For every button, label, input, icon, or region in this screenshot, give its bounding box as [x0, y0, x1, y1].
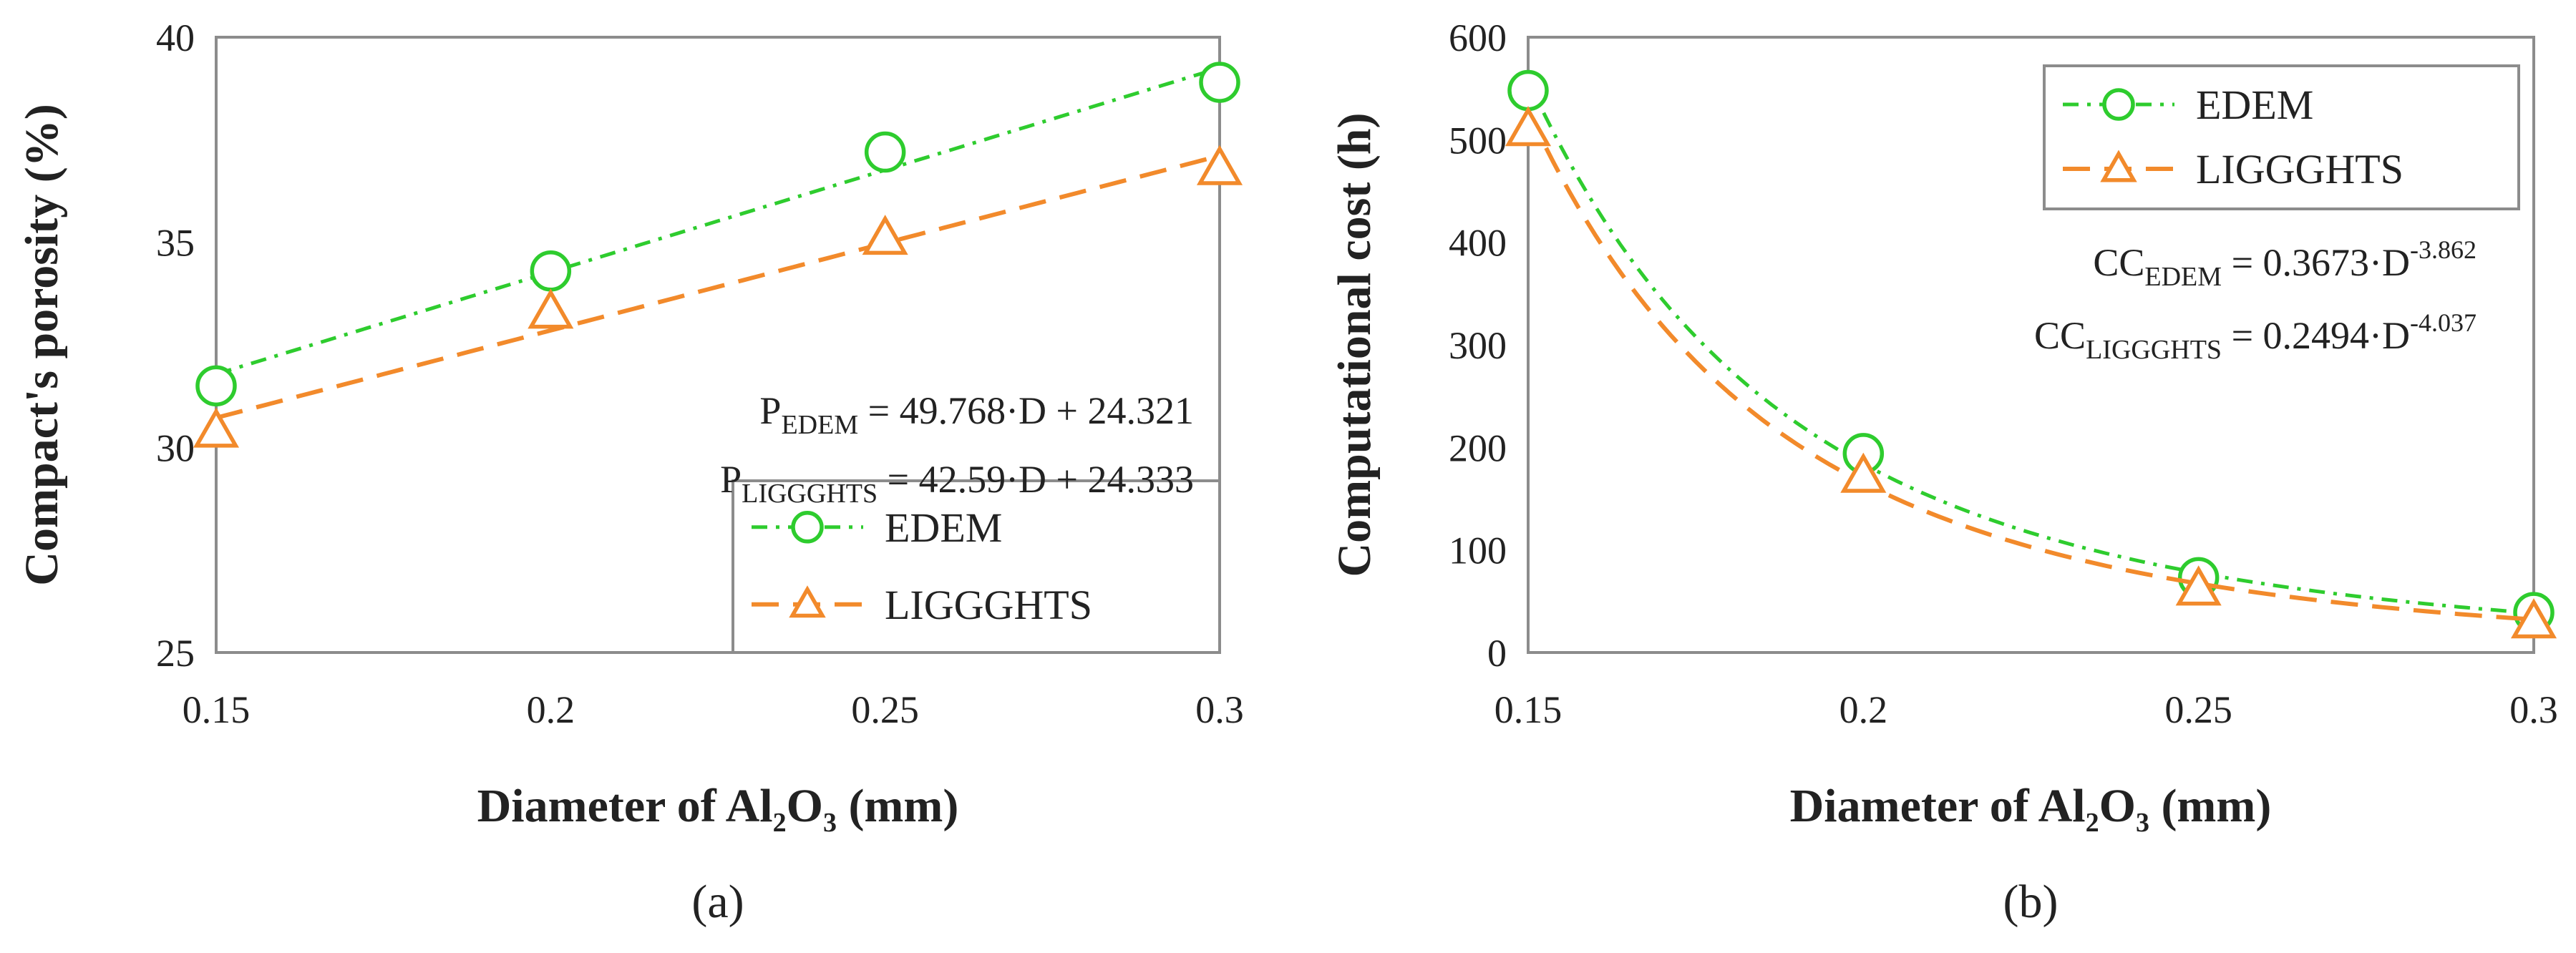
- equation-exponent: -4.037: [2410, 308, 2477, 337]
- legend: EDEM LIGGGHTS: [2043, 64, 2520, 210]
- liggghts-data-point: [2510, 598, 2557, 639]
- y-tick-label: 300: [1449, 324, 1507, 367]
- legend-edem-label: EDEM: [885, 504, 1002, 551]
- y-tick-label: 0: [1487, 632, 1507, 675]
- equation-symbol: P: [759, 389, 781, 432]
- equation-exponent: -3.862: [2410, 235, 2477, 264]
- x-axis-title-part: O: [2099, 780, 2136, 832]
- equation-body: = 42.59·D + 24.333: [878, 458, 1194, 501]
- chart-a: 25 30 35 40 0.15 0.2 0.25 0.3 Compact's porosity…: [16, 16, 1244, 928]
- legend-liggghts-label: LIGGGHTS: [885, 582, 1092, 628]
- x-axis-title: Diameter of Al2O3 (mm): [477, 780, 959, 838]
- equation-symbol: CC: [2093, 241, 2144, 284]
- chart-b: 0 100 200 300 400 500 600 0.15 0.2 0.25 0.3 Computa…: [1328, 16, 2558, 928]
- fit-equation: CCEDEM = 0.3673·D-3.862: [2093, 235, 2477, 292]
- legend-edem-marker: [2102, 88, 2135, 121]
- y-tick-label: 40: [156, 16, 195, 59]
- y-tick-label: 100: [1449, 529, 1507, 572]
- x-tick-label: 0.15: [183, 688, 251, 731]
- legend-edem-marker: [791, 511, 824, 544]
- y-tick-label: 200: [1449, 426, 1507, 469]
- equation-body: = 49.768·D + 24.321: [858, 389, 1194, 432]
- edem-data-point: [530, 250, 572, 292]
- equation-body: = 0.3673·D: [2222, 241, 2410, 284]
- equation-subscript: EDEM: [2144, 262, 2222, 292]
- y-tick-label: 600: [1449, 16, 1507, 59]
- liggghts-trend-line: [1526, 109, 2534, 622]
- x-axis-title-part: (mm): [837, 780, 958, 832]
- liggghts-data-point: [862, 215, 908, 255]
- plot-frame: [215, 36, 1221, 654]
- x-axis-title-part: Diameter of Al: [477, 780, 773, 832]
- fit-equation: PEDEM = 49.768·D + 24.321: [759, 389, 1194, 440]
- edem-trend-line: [215, 66, 1220, 376]
- liggghts-data-point: [193, 407, 240, 448]
- equation-subscript: EDEM: [781, 410, 858, 440]
- legend-liggghts-marker: [789, 585, 826, 618]
- edem-trend-line: [1526, 79, 2534, 615]
- y-axis-title: Computational cost (h): [1328, 112, 1381, 577]
- x-tick-label: 0.15: [1494, 688, 1562, 731]
- equation-symbol: P: [720, 458, 742, 501]
- fit-equation: CCLIGGGHTS = 0.2494·D-4.037: [2034, 308, 2477, 365]
- edem-data-point: [1199, 62, 1240, 103]
- x-axis-title-subscript: 2: [2086, 808, 2099, 838]
- legend-box: [732, 479, 1221, 654]
- x-tick-label: 0.25: [2164, 688, 2232, 731]
- edem-data-point: [195, 365, 237, 407]
- plot-frame: [1527, 36, 2535, 654]
- equation-subscript: LIGGGHTS: [742, 479, 878, 509]
- equation-symbol: CC: [2034, 314, 2086, 357]
- y-tick-label: 35: [156, 222, 195, 265]
- x-tick-label: 0.2: [527, 688, 575, 731]
- y-tick-label: 30: [156, 426, 195, 469]
- x-tick-label: 0.2: [1839, 688, 1888, 731]
- legend-liggghts-marker: [2100, 150, 2137, 182]
- y-tick-label: 500: [1449, 119, 1507, 162]
- equation-body: = 0.2494·D: [2222, 314, 2410, 357]
- y-tick-label: 25: [156, 632, 195, 675]
- x-tick-label: 0.3: [1195, 688, 1244, 731]
- edem-data-point: [864, 131, 906, 173]
- panel-label: (b): [2003, 876, 2059, 928]
- x-axis-title-part: (mm): [2149, 780, 2271, 832]
- x-axis-title-subscript: 2: [773, 808, 787, 838]
- x-axis-title: Diameter of Al2O3 (mm): [1790, 780, 2272, 838]
- x-tick-label: 0.3: [2509, 688, 2558, 731]
- panel-label: (a): [691, 876, 744, 928]
- y-axis-title: Compact's porosity (%): [16, 104, 68, 585]
- edem-data-point: [1507, 69, 1549, 112]
- x-axis-title-subscript: 3: [823, 808, 837, 838]
- liggghts-data-point: [1196, 145, 1243, 185]
- fit-equation: PLIGGGHTS = 42.59·D + 24.333: [720, 458, 1194, 509]
- liggghts-data-point: [1840, 452, 1887, 493]
- legend-edem-label: EDEM: [2196, 82, 2313, 128]
- legend-liggghts-label: LIGGGHTS: [2196, 146, 2404, 192]
- y-tick-label: 400: [1449, 222, 1507, 265]
- equation-subscript: LIGGGHTS: [2086, 335, 2222, 365]
- liggghts-data-point: [528, 288, 574, 329]
- x-tick-label: 0.25: [851, 688, 919, 731]
- liggghts-data-point: [1505, 106, 1552, 147]
- x-axis-title-part: Diameter of Al: [1790, 780, 2086, 832]
- x-axis-title-part: O: [787, 780, 823, 832]
- liggghts-data-point: [2175, 565, 2222, 606]
- x-axis-title-subscript: 3: [2136, 808, 2149, 838]
- liggghts-trend-line: [215, 153, 1220, 420]
